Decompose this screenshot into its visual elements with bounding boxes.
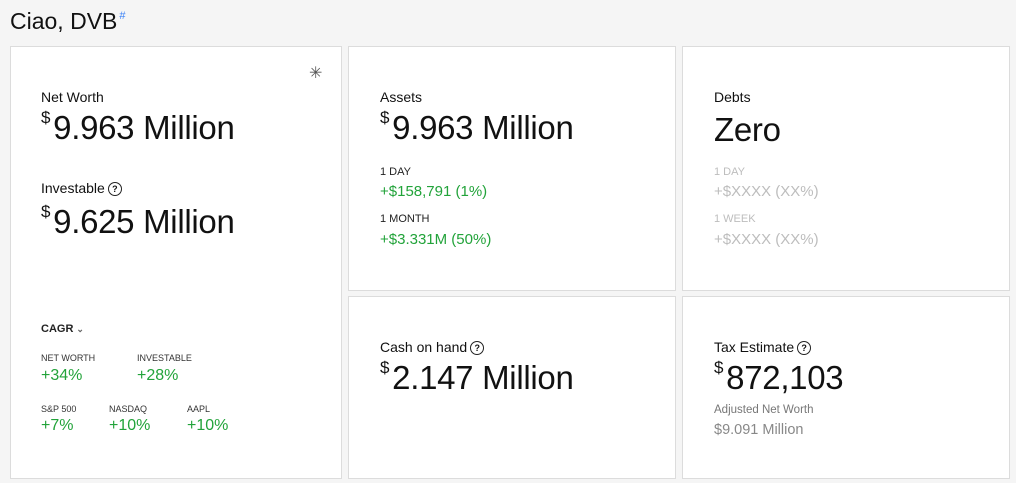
investable-value: $9.625 Million	[41, 202, 235, 240]
tax-card: Tax Estimate? $872,103 Adjusted Net Wort…	[682, 296, 1010, 479]
asterisk-icon[interactable]: ✳	[309, 65, 323, 82]
greeting-title: Ciao, DVB #	[10, 8, 126, 35]
period-change: +$3.331M (50%)	[380, 231, 492, 248]
investable-label: Investable?	[41, 180, 122, 196]
period-label: 1 WEEK	[714, 213, 756, 225]
greeting-hash-link[interactable]: #	[119, 10, 126, 22]
benchmark-label: S&P 500	[41, 404, 77, 414]
assets-value: $9.963 Million	[380, 108, 574, 146]
question-circle-icon[interactable]: ?	[470, 341, 485, 355]
adjusted-net-worth-value: $9.091 Million	[714, 422, 804, 438]
cagr-metric-value: +28%	[137, 367, 179, 384]
assets-card: Assets $9.963 Million 1 DAY +$158,791 (1…	[348, 46, 676, 291]
cash-value: $2.147 Million	[380, 358, 574, 396]
adjusted-net-worth-label: Adjusted Net Worth	[714, 404, 814, 416]
period-change: +$XXXX (XX%)	[714, 231, 819, 248]
period-change: +$158,791 (1%)	[380, 183, 488, 200]
benchmark-value: +10%	[187, 417, 229, 434]
net-worth-value: $9.963 Million	[41, 108, 235, 146]
currency-symbol: $	[41, 202, 51, 221]
greeting-text: Ciao, DVB	[10, 8, 118, 34]
benchmark-label: NASDAQ	[109, 404, 148, 414]
period-label: 1 DAY	[380, 166, 411, 178]
benchmark-value: +7%	[41, 417, 74, 434]
cagr-metric-label: NET WORTH	[41, 353, 96, 363]
tax-value: $872,103	[714, 358, 844, 396]
cagr-dropdown[interactable]: CAGR ⌄	[41, 323, 84, 335]
period-label: 1 MONTH	[380, 213, 430, 225]
period-label: 1 DAY	[714, 166, 745, 178]
debts-label: Debts	[714, 89, 751, 105]
cash-card: Cash on hand? $2.147 Million	[348, 296, 676, 479]
chevron-down-icon: ⌄	[76, 324, 84, 334]
question-circle-icon[interactable]: ?	[797, 341, 812, 355]
benchmark-value: +10%	[109, 417, 151, 434]
assets-label: Assets	[380, 89, 423, 105]
net-worth-card: ✳ Net Worth $9.963 Million Investable? $…	[10, 46, 342, 479]
cagr-metric-value: +34%	[41, 367, 83, 384]
period-change: +$XXXX (XX%)	[714, 183, 819, 200]
net-worth-label: Net Worth	[41, 89, 104, 105]
debts-value: Zero	[714, 111, 781, 148]
currency-symbol: $	[714, 358, 724, 377]
question-circle-icon[interactable]: ?	[107, 182, 122, 196]
currency-symbol: $	[41, 108, 51, 127]
benchmark-label: AAPL	[187, 404, 211, 414]
currency-symbol: $	[380, 358, 390, 377]
debts-card: Debts Zero 1 DAY +$XXXX (XX%) 1 WEEK +$X…	[682, 46, 1010, 291]
tax-label: Tax Estimate?	[714, 339, 812, 355]
cash-label: Cash on hand?	[380, 339, 485, 355]
cagr-metric-label: INVESTABLE	[137, 353, 192, 363]
currency-symbol: $	[380, 108, 390, 127]
